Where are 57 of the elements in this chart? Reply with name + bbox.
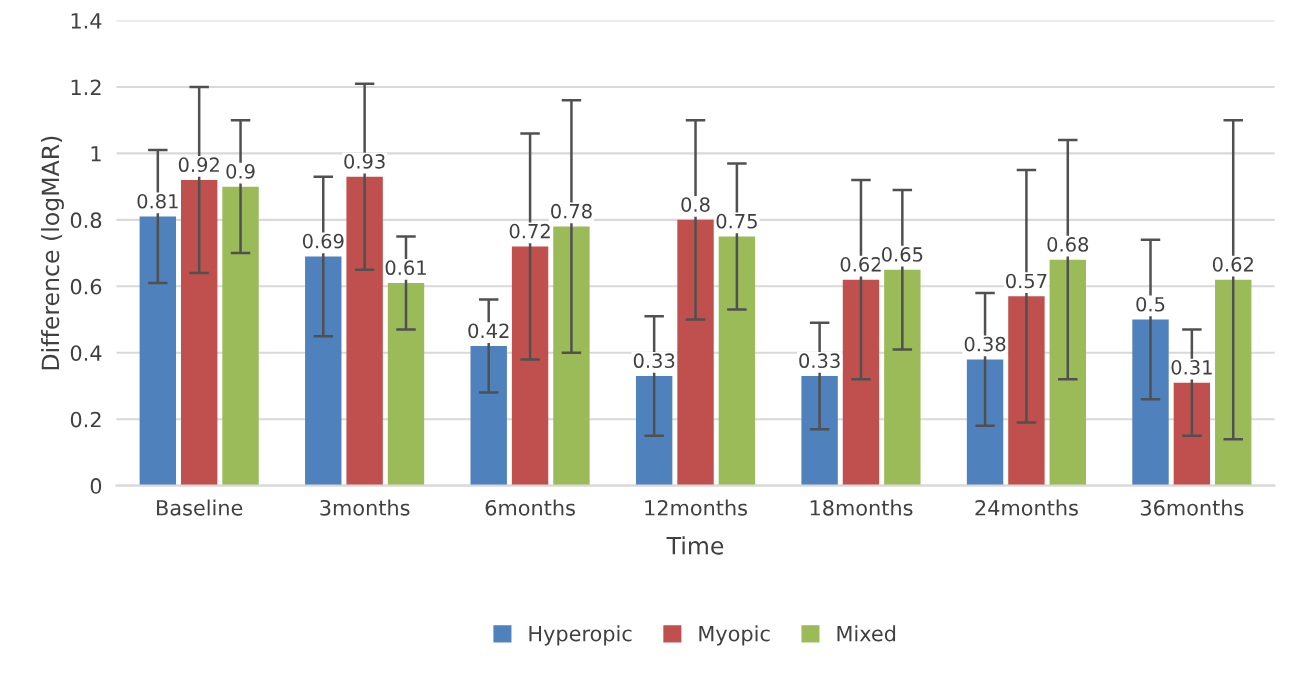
- bar: [305, 256, 342, 486]
- data-label: 0.61: [385, 260, 426, 276]
- data-label: 0.62: [840, 257, 881, 272]
- data-label: 0.38: [964, 336, 1006, 352]
- bar: [801, 376, 838, 486]
- y-tick-label: 0.2: [70, 411, 101, 428]
- x-tick-label: 18months: [810, 499, 913, 516]
- x-axis-title: Time: [666, 536, 724, 555]
- y-tick-label: 1: [91, 146, 101, 162]
- bar: [180, 179, 218, 486]
- bar: [842, 279, 880, 486]
- bar: [1008, 296, 1045, 486]
- data-label: 0.81: [137, 193, 178, 209]
- y-tick-label: 0.6: [70, 278, 102, 295]
- data-label: 0.78: [551, 203, 592, 219]
- y-tick-label: 1.4: [71, 13, 102, 29]
- x-tick-label: 12months: [645, 499, 747, 516]
- data-label: 0.8: [681, 197, 710, 212]
- legend-label: Myopic: [699, 625, 770, 646]
- x-tick-label: Baseline: [157, 499, 243, 516]
- data-label: 0.9: [226, 163, 255, 179]
- legend-label: Mixed: [837, 625, 896, 642]
- bar: [387, 282, 425, 486]
- bar: [511, 246, 549, 486]
- bar: [470, 346, 507, 486]
- data-label: 0.92: [178, 157, 219, 173]
- x-tick-label: 6months: [485, 499, 575, 516]
- data-label: 0.31: [1171, 360, 1212, 375]
- data-label: 0.75: [716, 213, 757, 229]
- y-axis-title: Difference (logMAR): [41, 136, 64, 370]
- y-tick-label: 0: [90, 478, 102, 494]
- bar: [222, 186, 259, 486]
- bar: [677, 219, 714, 486]
- bar: [139, 216, 177, 486]
- legend-label: Hyperopic: [529, 625, 632, 646]
- data-label: 0.68: [1047, 237, 1089, 252]
- data-label: 0.65: [881, 247, 923, 262]
- y-tick-label: 0.4: [70, 345, 102, 361]
- y-tick-label: 0.8: [70, 212, 102, 229]
- x-tick-label: 24months: [975, 499, 1078, 516]
- bar: [1173, 382, 1211, 486]
- y-tick-label: 1.2: [71, 79, 101, 95]
- data-label: 0.5: [1136, 296, 1165, 312]
- bar: [1049, 259, 1086, 486]
- x-tick-label: 3months: [320, 499, 410, 516]
- bar: [1132, 319, 1169, 486]
- data-label: 0.57: [1006, 273, 1047, 289]
- x-tick-label: 36months: [1140, 499, 1244, 516]
- bar: [1215, 279, 1252, 486]
- data-label: 0.72: [509, 223, 550, 239]
- data-label: 0.33: [799, 353, 840, 369]
- data-label: 0.42: [468, 323, 509, 339]
- data-label: 0.62: [1212, 257, 1253, 272]
- data-label: 0.69: [302, 233, 344, 249]
- bar: [635, 376, 673, 486]
- data-label: 0.33: [633, 353, 675, 369]
- data-label: 0.93: [344, 154, 385, 169]
